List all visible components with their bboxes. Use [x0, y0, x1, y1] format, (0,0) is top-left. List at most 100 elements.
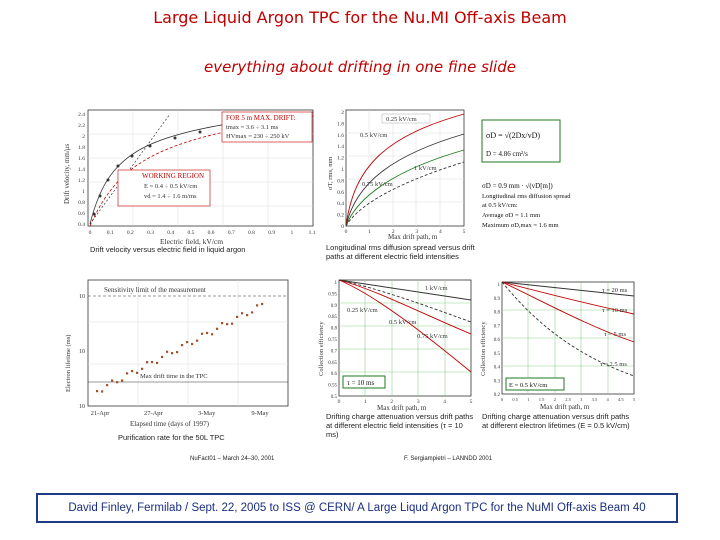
- tick-label: 0.4: [494, 366, 501, 371]
- tick-label: 2: [554, 397, 556, 402]
- tick-label: 1: [364, 399, 367, 405]
- att-field-ylabel: Collection efficiency: [318, 321, 325, 376]
- tick-label: 1: [341, 167, 344, 173]
- tick-label: 1.2: [78, 178, 85, 184]
- tick-label: 0.4: [167, 230, 174, 236]
- slide-footer: David Finley, Fermilab / Sept. 22, 2005 …: [36, 493, 678, 523]
- tick-label: 0: [341, 224, 344, 230]
- tick-label: 1: [527, 397, 529, 402]
- att-field-label-075: 0.75 kV/cm: [417, 333, 448, 340]
- att-field-caption: Drifting charge attenuation versus drift…: [326, 412, 474, 439]
- tick-label: 0.65: [328, 361, 337, 366]
- tick-label: 2: [392, 229, 395, 235]
- att-life-label-20: τ = 20 ms: [602, 287, 628, 294]
- tick-label: 1: [368, 229, 371, 235]
- att-life-field: E = 0.5 kV/cm: [509, 382, 547, 389]
- tick-label: 0.3: [147, 230, 154, 236]
- purification-point: [161, 355, 164, 359]
- purification-point: [186, 341, 189, 344]
- diffusion-caption: Longitudinal rms diffusion spread versus…: [326, 243, 475, 261]
- footer-text: David Finley, Fermilab / Sept. 22, 2005 …: [68, 502, 646, 514]
- tick-label: 1.8: [337, 121, 344, 127]
- purification-ylabel: Electron lifetime (ms): [65, 335, 72, 392]
- purification-point: [216, 327, 219, 330]
- att-life-label-10: τ = 10 ms: [602, 307, 628, 314]
- tick-label: 9-May: [251, 410, 269, 417]
- tick-label: 0.55: [328, 384, 337, 389]
- tick-label: 4: [439, 229, 442, 235]
- purification-yticks: 10 10 10: [79, 294, 85, 410]
- slide-subtitle: everything about drifting in one fine sl…: [204, 58, 516, 76]
- purification-point: [151, 360, 154, 364]
- tick-label: 0.9: [494, 297, 501, 302]
- tick-label: 2: [390, 399, 393, 405]
- tick-label: 1: [290, 230, 293, 236]
- tick-label: 0.6: [208, 230, 215, 236]
- purification-plot: Sensitivity limit of the measurement Max…: [60, 272, 325, 432]
- attenuation-lifetime-plot: τ = 20 ms τ = 10 ms τ = 5 ms τ = 2.5 ms …: [478, 276, 640, 412]
- purification-note2: Max drift time in the TPC: [140, 373, 208, 380]
- purification-point: [101, 390, 104, 393]
- tick-label: 2.4: [78, 112, 85, 118]
- drift-box-title: FOR 5 m MAX. DRIFT:: [226, 114, 296, 122]
- tick-label: 0.5: [494, 352, 501, 357]
- purification-point: [96, 390, 99, 393]
- tick-label: 1.8: [78, 145, 85, 151]
- purification-point: [136, 371, 139, 374]
- tick-label: 1.6: [78, 156, 85, 162]
- purification-point: [166, 350, 169, 353]
- tick-label: 4: [443, 399, 446, 405]
- purification-point: [131, 369, 134, 373]
- tick-label: 0.7: [331, 349, 338, 354]
- formula-line4: Longitudinal rms diffusion spread: [482, 193, 571, 200]
- purification-point: [226, 323, 229, 326]
- purification-point: [211, 333, 214, 336]
- att-field-xticks: 0 1 2 3 4 5: [338, 399, 473, 405]
- diffusion-xlabel: Max drift path, m: [388, 233, 438, 241]
- diffusion-plot: 0.25 kV/cm 0.5 kV/cm 1 kV/cm 0.75 kV/cm …: [326, 106, 472, 242]
- drift-velocity-xticks: 0 0.1 0.2 0.3 0.4 0.5 0.6 0.7 0.8 0.9 1 1.1: [89, 230, 316, 236]
- att-life-source: F. Sergiampietri – LANNDD 2001: [404, 456, 493, 462]
- purification-point: [246, 314, 249, 317]
- tick-label: 21-Apr: [91, 410, 111, 417]
- att-field-tau: τ = 10 ms: [347, 379, 374, 387]
- att-life-xticks: 0 0.5 1 1.5 2 2.5 3 3.5 4 4.5 5: [501, 397, 636, 402]
- tick-label: 0.6: [78, 211, 85, 217]
- tick-label: 5: [463, 229, 466, 235]
- purification-point: [231, 322, 234, 325]
- working-region-title: WORKING REGION: [142, 172, 204, 180]
- purification-point: [121, 379, 124, 382]
- tick-label: 3: [415, 229, 418, 235]
- formula-line7: Maximum σD,max = 1.6 mm: [482, 222, 559, 229]
- purification-point: [201, 332, 204, 335]
- purification-point: [236, 315, 239, 319]
- att-life-ylabel: Collection efficiency: [480, 321, 487, 376]
- working-region-line2: vd = 1.4 ÷ 1.6 m/ms: [144, 193, 197, 200]
- purification-point: [206, 331, 209, 335]
- tick-label: 3: [580, 397, 583, 402]
- formula-line2: D = 4.86 cm²/s: [486, 150, 528, 158]
- tick-label: 0.2: [337, 213, 344, 219]
- formula-line5: at 0.5 kV/cm:: [482, 202, 518, 209]
- att-life-label-5: τ = 5 ms: [604, 331, 626, 338]
- drift-velocity-caption: Drift velocity versus electric field in …: [90, 245, 246, 254]
- tick-label: 0.5: [512, 397, 518, 402]
- diffusion-yticks: 2 1.8 1.6 1.4 1.2 1 0.8 0.6 0.4 0.2 0: [337, 110, 344, 230]
- tick-label: 5: [470, 399, 473, 405]
- tick-label: 1.4: [78, 167, 85, 173]
- formula-line1: σD = √(2Dx/vD): [486, 131, 540, 140]
- att-life-yticks: 1 0.9 0.8 0.7 0.6 0.5 0.4 0.3 0.2: [494, 283, 501, 398]
- tick-label: 5: [633, 397, 636, 402]
- diffusion-xticks: 0 1 2 3 4 5: [345, 229, 466, 235]
- tick-label: 0.6: [337, 190, 344, 196]
- tick-label: 3.5: [592, 397, 598, 402]
- tick-label: 1: [498, 283, 501, 288]
- purification-point: [221, 322, 224, 325]
- tick-label: 0.7: [228, 230, 235, 236]
- tick-label: 1.4: [337, 144, 344, 150]
- tick-label: 0.8: [494, 311, 501, 316]
- purification-point: [126, 372, 129, 375]
- purification-xlabel: Elapsed time (days of 1997): [130, 420, 210, 428]
- purification-point: [111, 379, 114, 382]
- diffusion-label-05: 0.5 kV/cm: [360, 132, 387, 139]
